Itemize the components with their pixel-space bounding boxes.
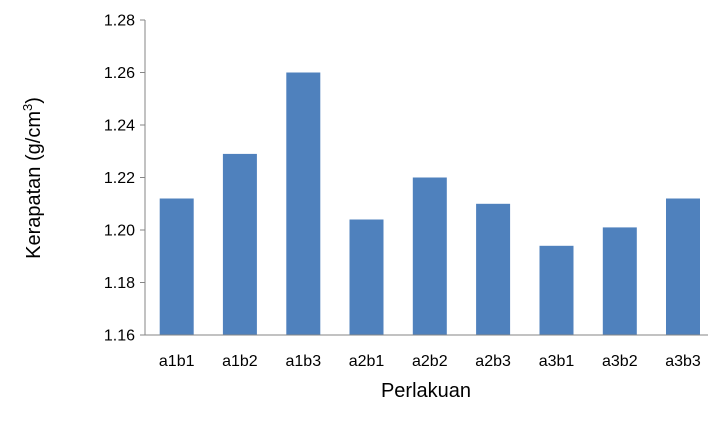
y-tick-label: 1.16 bbox=[104, 328, 135, 345]
bar-a2b3 bbox=[476, 203, 511, 336]
y-tick-label: 1.18 bbox=[104, 275, 135, 292]
y-axis-title-close: ) bbox=[23, 97, 45, 104]
x-axis-title: Perlakuan bbox=[381, 380, 471, 402]
bar-a3b1 bbox=[539, 245, 574, 336]
x-tick-label-a2b2: a2b2 bbox=[412, 353, 448, 370]
x-ticks-group: a1b1 a1b2 a1b3 a2b1 a2b2 a2b3 a3b1 a3b2 a3b3 bbox=[159, 353, 701, 370]
y-axis-title-main: Kerapatan (g/cm bbox=[23, 111, 45, 259]
x-tick-label-a3b3: a3b3 bbox=[665, 353, 701, 370]
x-tick-label-a1b3: a1b3 bbox=[286, 353, 322, 370]
bar-a3b2 bbox=[602, 227, 637, 335]
y-tick-label: 1.20 bbox=[104, 223, 135, 240]
bar-a3b3 bbox=[666, 198, 700, 335]
x-tick-label-a2b1: a2b1 bbox=[349, 353, 385, 370]
y-tick-label: 1.22 bbox=[104, 170, 135, 187]
bar-a1b3 bbox=[286, 72, 321, 335]
bar-a2b2 bbox=[412, 177, 447, 335]
y-tick-label: 1.24 bbox=[104, 118, 135, 135]
x-tick-label-a1b2: a1b2 bbox=[222, 353, 258, 370]
y-axis-title-superscript: 3 bbox=[20, 104, 35, 111]
y-ticks-group: 1.16 1.18 1.20 1.22 1.24 1.26 1.28 bbox=[104, 13, 145, 345]
x-tick-label-a3b2: a3b2 bbox=[602, 353, 638, 370]
x-tick-label-a3b1: a3b1 bbox=[539, 353, 575, 370]
bars-group bbox=[159, 72, 700, 336]
bar-a2b1 bbox=[349, 219, 384, 335]
x-tick-label-a2b3: a2b3 bbox=[475, 353, 511, 370]
x-tick-label-a1b1: a1b1 bbox=[159, 353, 195, 370]
bar-a1b1 bbox=[159, 198, 194, 335]
y-axis-title: Kerapatan (g/cm3) bbox=[20, 97, 45, 259]
y-tick-label: 1.28 bbox=[104, 13, 135, 30]
y-tick-label: 1.26 bbox=[104, 65, 135, 82]
bar-a1b2 bbox=[222, 153, 257, 335]
